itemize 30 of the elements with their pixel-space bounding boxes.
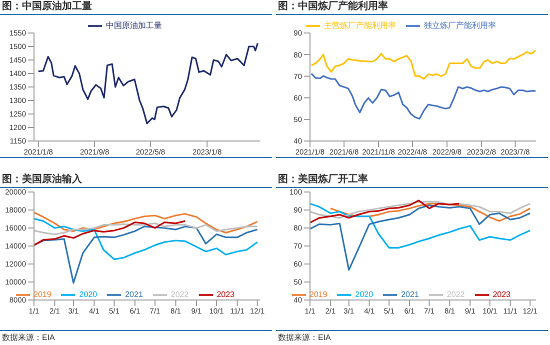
legend-label: 2023 bbox=[492, 290, 510, 299]
text: 主营炼厂产能利用率 bbox=[324, 21, 396, 30]
chart-title: 图：中国炼厂产能利用率 bbox=[276, 0, 548, 15]
legend-label: 2021 bbox=[125, 290, 143, 299]
chart-title: 图：中国原油加工量 bbox=[0, 0, 272, 15]
line-series bbox=[310, 204, 531, 270]
line-series bbox=[310, 50, 536, 80]
legend-label: 2022 bbox=[446, 290, 465, 299]
legend-label: 2020 bbox=[79, 290, 98, 299]
line-series bbox=[34, 217, 258, 260]
legend-label: 中国原油加工量 bbox=[106, 21, 162, 30]
source-note: 数据来源：EIA bbox=[2, 332, 55, 342]
legend-label: 2020 bbox=[355, 290, 374, 299]
line-series bbox=[34, 211, 258, 233]
legend-label: 2019 bbox=[310, 290, 328, 299]
legend-label: 2021 bbox=[401, 290, 419, 299]
chart-title: 图：美国炼厂开工率 bbox=[276, 172, 548, 188]
source-note: 数据来源：EIA bbox=[278, 332, 331, 342]
legend-label: 独立炼厂产能利用率 bbox=[424, 21, 496, 30]
line-series bbox=[310, 202, 531, 248]
line-series bbox=[310, 199, 460, 223]
line-series bbox=[310, 72, 536, 120]
legend-label: 2019 bbox=[34, 290, 52, 299]
legend-label: 2023 bbox=[216, 290, 234, 299]
chart-title: 图：美国原油输入 bbox=[0, 172, 272, 188]
line-series bbox=[38, 42, 258, 124]
line-series bbox=[310, 200, 531, 218]
line-series bbox=[34, 220, 186, 246]
line-series bbox=[34, 222, 258, 235]
legend-label: 2022 bbox=[170, 290, 189, 299]
